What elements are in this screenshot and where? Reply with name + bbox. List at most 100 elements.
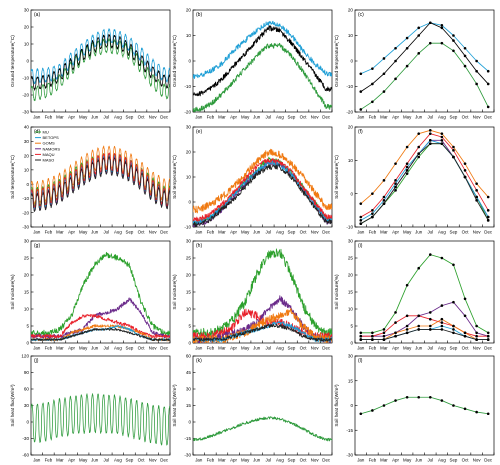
data-point-black xyxy=(394,59,397,63)
data-point-green xyxy=(486,105,490,109)
panel-h: 0 5 10 15 20 25 30 Jan Feb Mar Apr May Jun Jul Aug Sep O… xyxy=(172,239,333,351)
data-point-MU xyxy=(359,331,363,335)
x-tick-label: Sep xyxy=(288,230,296,235)
series-line-MASO xyxy=(193,164,332,227)
y-tick-label: 30 xyxy=(186,239,192,244)
x-tick-label: Jul xyxy=(103,115,109,120)
y-axis-label: Soil heat flux(W/m²) xyxy=(172,384,178,427)
x-tick-label: May xyxy=(241,230,250,235)
y-tick-label: -60 xyxy=(22,453,29,458)
x-tick-label: Dec xyxy=(160,115,169,120)
x-tick-label: Oct xyxy=(462,115,470,120)
axes-frame xyxy=(192,355,333,456)
data-point-MU xyxy=(428,253,432,256)
series-line-green xyxy=(31,38,170,102)
x-tick-label: Mar xyxy=(380,458,388,463)
data-point-green xyxy=(417,52,421,55)
y-tick-label: 10 xyxy=(348,158,354,163)
y-tick-label: 20 xyxy=(24,153,30,158)
panel-label: (g) xyxy=(34,243,40,249)
y-tick-label: 10 xyxy=(348,33,354,38)
data-point-green xyxy=(452,49,455,53)
x-tick-label: Dec xyxy=(322,346,331,351)
x-tick-label: Feb xyxy=(45,346,53,351)
x-tick-label: Mar xyxy=(56,346,64,351)
y-axis-label: Soil temperature(°C) xyxy=(334,155,340,199)
data-point-black xyxy=(452,39,455,42)
x-tick-label: Mar xyxy=(218,346,226,351)
x-tick-label: May xyxy=(79,346,88,351)
series-line-NAMORS xyxy=(360,301,489,337)
x-tick-label: Jan xyxy=(195,346,203,351)
y-tick-label: 0 xyxy=(188,341,191,346)
data-point-MAQU xyxy=(359,334,363,338)
x-tick-label: Mar xyxy=(56,230,64,235)
y-tick-label: 30 xyxy=(186,125,192,130)
x-tick-label: Jul xyxy=(103,346,109,351)
x-tick-label: Nov xyxy=(149,115,158,120)
x-tick-label: Mar xyxy=(218,115,226,120)
x-tick-label: Jun xyxy=(253,230,261,235)
y-tick-label: -20 xyxy=(22,93,29,98)
y-tick-label: 15 xyxy=(186,403,192,408)
plot-area xyxy=(31,393,170,446)
y-tick-label: 30 xyxy=(348,354,354,359)
data-point-green xyxy=(417,395,421,399)
x-tick-label: Oct xyxy=(462,346,470,351)
x-tick-label: Jan xyxy=(357,230,365,235)
y-tick-label: 0 xyxy=(188,200,191,205)
data-point-green xyxy=(475,82,478,86)
x-tick-label: Jul xyxy=(103,458,109,463)
panel-label: (e) xyxy=(196,129,202,135)
data-point-MU xyxy=(394,311,397,314)
y-tick-label: 90 xyxy=(24,370,30,375)
x-tick-label: Jul xyxy=(265,115,271,120)
data-point-green xyxy=(405,395,409,399)
x-tick-label: Sep xyxy=(288,346,296,351)
data-point-green xyxy=(359,412,363,416)
data-point-GOMS xyxy=(463,162,467,165)
plot-area xyxy=(359,253,490,341)
data-point-BETOPS xyxy=(394,182,397,185)
data-point-MAQU xyxy=(371,334,374,338)
x-tick-label: Apr xyxy=(68,115,75,120)
x-tick-label: Jul xyxy=(427,458,433,463)
x-tick-label: Aug xyxy=(438,458,446,463)
x-tick-label: Aug xyxy=(438,115,446,120)
x-tick-label: Jun xyxy=(91,115,99,120)
data-point-green xyxy=(394,77,397,81)
x-tick-label: Jun xyxy=(415,458,423,463)
data-point-GOMS xyxy=(405,328,409,331)
x-tick-label: Sep xyxy=(450,230,458,235)
series-line-BETOPS xyxy=(193,159,332,225)
x-tick-label: Dec xyxy=(484,230,493,235)
x-tick-label: Nov xyxy=(473,346,482,351)
series-line-green xyxy=(193,42,332,112)
x-tick-label: Mar xyxy=(56,458,64,463)
series-line-MASO xyxy=(360,328,489,341)
panel-label: (i) xyxy=(358,243,363,249)
data-point-GOMS xyxy=(417,324,421,328)
data-point-NAMORS xyxy=(382,334,386,338)
y-tick-label: 60 xyxy=(24,387,30,392)
x-tick-label: Jan xyxy=(33,115,41,120)
x-tick-label: Sep xyxy=(126,458,134,463)
series-line-blue xyxy=(193,20,332,79)
x-tick-label: Jan xyxy=(33,458,41,463)
series-line-MASO xyxy=(31,327,170,342)
panel-i: 0 5 10 15 20 25 30 Jan Feb Mar Apr May Jun Jul Aug Sep O… xyxy=(334,239,495,351)
y-tick-label: 5 xyxy=(26,324,29,329)
plot-area xyxy=(31,28,170,102)
x-tick-label: Jul xyxy=(427,115,433,120)
data-point-NAMORS xyxy=(440,139,444,142)
y-axis-label: Ground temperature(°C) xyxy=(10,35,16,87)
x-tick-label: Aug xyxy=(114,458,122,463)
x-tick-label: Jun xyxy=(415,230,423,235)
y-axis-label: Soil temperature(°C) xyxy=(172,155,178,199)
data-point-GOMS xyxy=(463,331,467,335)
data-point-NAMORS xyxy=(463,314,467,318)
panel-label: (b) xyxy=(196,12,202,18)
data-point-MASO xyxy=(452,155,455,159)
plot-area xyxy=(193,20,332,112)
x-tick-label: Apr xyxy=(230,458,237,463)
